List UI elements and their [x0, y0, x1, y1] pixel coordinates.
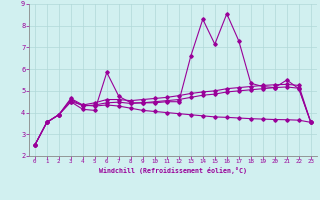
X-axis label: Windchill (Refroidissement éolien,°C): Windchill (Refroidissement éolien,°C) — [99, 167, 247, 174]
